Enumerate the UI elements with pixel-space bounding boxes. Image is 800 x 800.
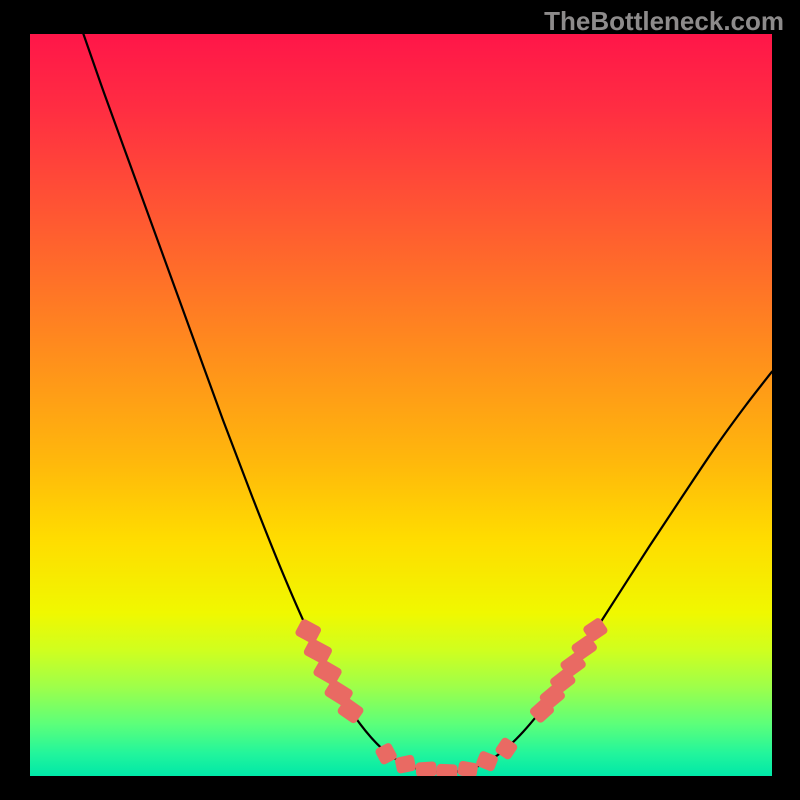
curve-marker: [436, 764, 457, 776]
bottleneck-chart: [30, 34, 772, 776]
chart-background: [30, 34, 772, 776]
chart-svg: [30, 34, 772, 776]
watermark-text: TheBottleneck.com: [544, 6, 784, 37]
curve-marker: [415, 761, 437, 776]
